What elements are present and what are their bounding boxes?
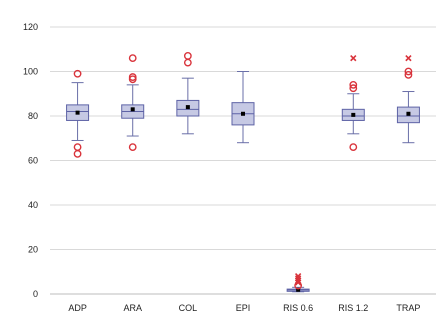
- x-tick-label-ris-0-6: RIS 0.6: [283, 303, 313, 313]
- mean-marker: [130, 107, 135, 112]
- category-labels: ADP ARA COL EPI RIS 0.6 RIS 1.2 TRAP: [68, 303, 420, 313]
- box-col: [176, 52, 200, 135]
- outlier-circle: [349, 143, 358, 152]
- box-epi: [231, 71, 255, 144]
- y-tick-label-40: 40: [28, 200, 38, 210]
- outlier-circle: [349, 84, 358, 93]
- outlier-cross: [294, 279, 302, 286]
- mean-marker: [351, 112, 356, 117]
- outlier-circle: [73, 149, 82, 158]
- y-tick-label-60: 60: [28, 156, 38, 166]
- box-ris-1-2: [341, 54, 365, 152]
- boxes: [66, 52, 420, 293]
- outlier-circle: [349, 80, 358, 89]
- box-ara: [121, 54, 145, 152]
- mean-marker: [241, 111, 245, 116]
- outlier-cross: [294, 277, 302, 284]
- x-tick-label-adp: ADP: [68, 303, 87, 313]
- mean-marker: [185, 105, 190, 110]
- mean-marker: [406, 111, 411, 116]
- x-tick-label-ris-1-2: RIS 1.2: [338, 303, 368, 313]
- outlier-circle: [73, 69, 82, 78]
- outlier-circle: [404, 67, 413, 76]
- y-tick-labels: 0 20 40 60 80 100 120: [23, 22, 38, 299]
- box-trap: [396, 54, 420, 144]
- x-tick-label-col: COL: [179, 303, 198, 313]
- outlier-circle: [404, 70, 413, 79]
- outlier-circle: [183, 52, 192, 60]
- x-tick-label-ara: ARA: [123, 303, 142, 313]
- y-tick-label-0: 0: [33, 289, 38, 299]
- mean-marker: [75, 110, 80, 115]
- x-tick-label-epi: EPI: [236, 303, 251, 313]
- y-tick-label-120: 120: [23, 22, 38, 32]
- x-tick-label-trap: TRAP: [396, 303, 420, 313]
- mean-marker: [296, 287, 301, 292]
- box-adp: [66, 69, 90, 158]
- outlier-cross: [350, 54, 357, 62]
- outlier-circle: [128, 54, 137, 63]
- outlier-circle: [128, 75, 137, 84]
- y-tick-label-80: 80: [28, 111, 38, 121]
- y-tick-label-100: 100: [23, 67, 38, 77]
- outlier-circle: [183, 58, 192, 67]
- y-tick-label-20: 20: [28, 245, 38, 255]
- outlier-circle: [73, 143, 82, 152]
- box-ris-0-6: [286, 273, 310, 293]
- outlier-cross: [405, 54, 412, 62]
- outlier-circle: [128, 143, 137, 152]
